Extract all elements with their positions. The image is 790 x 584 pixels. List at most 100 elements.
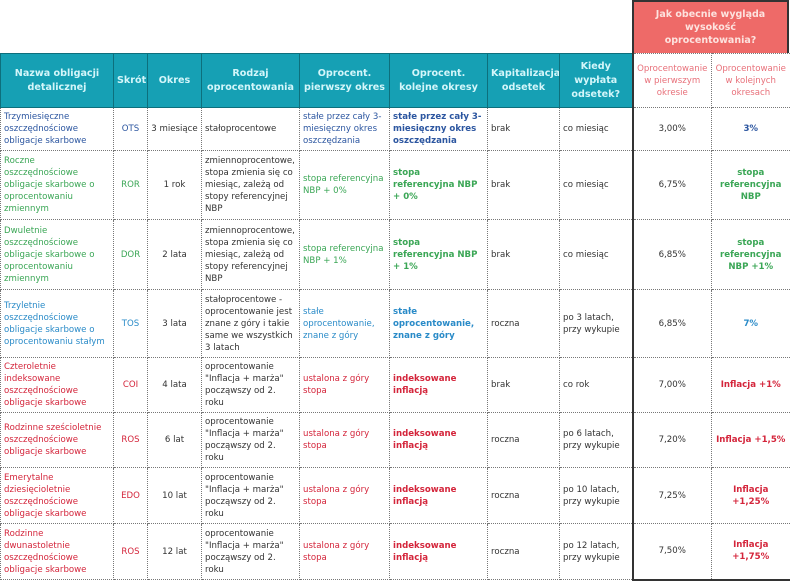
capitalization: brak bbox=[487, 357, 560, 413]
current-rates-header: Jak obecnie wygląda wysokość oprocentowa… bbox=[632, 0, 789, 53]
interest-type: oprocentowanie "Inflacja + marża" począw… bbox=[201, 523, 300, 580]
bond-name: Rodzinne dwunastoletnie oszczędnościowe … bbox=[0, 523, 114, 580]
current-first-rate: 3,00% bbox=[631, 107, 712, 151]
current-next-rate: Inflacja +1,5% bbox=[711, 412, 790, 468]
payout-timing: po 6 latach, przy wykupie bbox=[559, 412, 633, 468]
bond-period: 2 lata bbox=[147, 219, 202, 290]
bond-name: Trzyletnie oszczędnościowe obligacje ska… bbox=[0, 289, 114, 358]
bond-period: 12 lat bbox=[147, 523, 202, 580]
bond-name: Rodzinne sześcioletnie oszczędnościowe o… bbox=[0, 412, 114, 468]
current-first-rate: 7,50% bbox=[631, 523, 712, 581]
bond-name: Roczne oszczędnościowe obligacje skarbow… bbox=[0, 150, 114, 220]
bond-period: 3 lata bbox=[147, 289, 202, 358]
next-period-rate: stałe przez cały 3-miesięczny okres oszc… bbox=[389, 107, 488, 151]
current-first-rate: 6,85% bbox=[631, 289, 712, 358]
column-header: Oprocent. pierwszy okres bbox=[299, 53, 390, 108]
bond-period: 6 lat bbox=[147, 412, 202, 468]
column-header: Kapitalizacja odsetek bbox=[487, 53, 560, 108]
first-period-rate: ustalona z góry stopa bbox=[299, 467, 390, 524]
capitalization: brak bbox=[487, 150, 560, 220]
column-header: Rodzaj oprocentowania bbox=[201, 53, 300, 108]
first-period-rate: ustalona z góry stopa bbox=[299, 357, 390, 413]
bond-period: 4 lata bbox=[147, 357, 202, 413]
bond-code: OTS bbox=[113, 107, 148, 151]
interest-type: zmiennoprocentowe, stopa zmienia się co … bbox=[201, 150, 300, 220]
current-next-rate: stopa referencyjna NBP bbox=[711, 150, 790, 220]
bonds-table: Nazwa obligacji detalicznej Skrót Okres Rod… bbox=[0, 53, 790, 581]
interest-type: oprocentowanie "Inflacja + marża" począw… bbox=[201, 357, 300, 413]
bond-name: Dwuletnie oszczędnościowe obligacje skar… bbox=[0, 219, 114, 290]
current-first-rate: 7,00% bbox=[631, 357, 712, 413]
table-row: Emerytalne dziesięcioletnie oszczędności… bbox=[0, 467, 790, 524]
bond-period: 3 miesiące bbox=[147, 107, 202, 151]
bond-name: Czteroletnie indeksowane oszczędnościowe… bbox=[0, 357, 114, 413]
current-next-rate: stopa referencyjna NBP +1% bbox=[711, 219, 790, 290]
current-first-rate: 6,75% bbox=[631, 150, 712, 220]
table-row: Trzyletnie oszczędnościowe obligacje ska… bbox=[0, 289, 790, 358]
next-period-rate: stopa referencyjna NBP + 0% bbox=[389, 150, 488, 220]
column-header: Kiedy wypłata odsetek? bbox=[559, 53, 633, 108]
first-period-rate: ustalona z góry stopa bbox=[299, 412, 390, 468]
next-period-rate: stałe oprocentowanie, znane z góry bbox=[389, 289, 488, 358]
next-period-rate: indeksowane inflacją bbox=[389, 523, 488, 580]
capitalization: roczna bbox=[487, 523, 560, 580]
interest-type: stałoprocentowe bbox=[201, 107, 300, 151]
column-header: Skrót bbox=[113, 53, 148, 108]
interest-type: stałoprocentowe - oprocentowanie jest zn… bbox=[201, 289, 300, 358]
current-next-rate: 7% bbox=[711, 289, 790, 358]
bond-code: COI bbox=[113, 357, 148, 413]
first-period-rate: stopa referencyjna NBP + 1% bbox=[299, 219, 390, 290]
payout-timing: co miesiąc bbox=[559, 219, 633, 290]
interest-type: zmiennoprocentowe, stopa zmienia się co … bbox=[201, 219, 300, 290]
current-first-rate: 6,85% bbox=[631, 219, 712, 290]
table-row: Dwuletnie oszczędnościowe obligacje skar… bbox=[0, 219, 790, 290]
capitalization: brak bbox=[487, 219, 560, 290]
table-row: Czteroletnie indeksowane oszczędnościowe… bbox=[0, 357, 790, 413]
next-period-rate: stopa referencyjna NBP + 1% bbox=[389, 219, 488, 290]
table-row: Roczne oszczędnościowe obligacje skarbow… bbox=[0, 150, 790, 220]
next-period-rate: indeksowane inflacją bbox=[389, 412, 488, 468]
bond-code: EDO bbox=[113, 467, 148, 524]
bond-code: DOR bbox=[113, 219, 148, 290]
column-header: Okres bbox=[147, 53, 202, 108]
first-period-rate: stopa referencyjna NBP + 0% bbox=[299, 150, 390, 220]
next-period-rate: indeksowane inflacją bbox=[389, 357, 488, 413]
first-period-rate: ustalona z góry stopa bbox=[299, 523, 390, 580]
payout-timing: co miesiąc bbox=[559, 150, 633, 220]
bond-code: ROS bbox=[113, 523, 148, 580]
interest-type: oprocentowanie "Inflacja + marża" począw… bbox=[201, 412, 300, 468]
payout-timing: co rok bbox=[559, 357, 633, 413]
column-header: Oprocent. kolejne okresy bbox=[389, 53, 488, 108]
table-row: Trzymiesięczne oszczędnościowe obligacje… bbox=[0, 107, 790, 151]
current-first-rate: 7,20% bbox=[631, 412, 712, 468]
current-next-rate: Inflacja +1,75% bbox=[711, 523, 790, 581]
current-next-rate: 3% bbox=[711, 107, 790, 151]
bond-code: ROS bbox=[113, 412, 148, 468]
header-row: Nazwa obligacji detalicznej Skrót Okres Rod… bbox=[0, 53, 790, 108]
payout-timing: po 12 latach, przy wykupie bbox=[559, 523, 633, 580]
bond-period: 10 lat bbox=[147, 467, 202, 524]
capitalization: roczna bbox=[487, 289, 560, 358]
current-next-rate: Inflacja +1,25% bbox=[711, 467, 790, 524]
bond-period: 1 rok bbox=[147, 150, 202, 220]
first-period-rate: stałe oprocentowanie, znane z góry bbox=[299, 289, 390, 358]
current-first-rate: 7,25% bbox=[631, 467, 712, 524]
bond-name: Emerytalne dziesięcioletnie oszczędności… bbox=[0, 467, 114, 524]
column-header: Nazwa obligacji detalicznej bbox=[0, 53, 114, 108]
payout-timing: co miesiąc bbox=[559, 107, 633, 151]
bond-name: Trzymiesięczne oszczędnościowe obligacje… bbox=[0, 107, 114, 151]
table-row: Rodzinne dwunastoletnie oszczędnościowe … bbox=[0, 523, 790, 581]
column-header: Oprocentowanie w kolejnych okresach bbox=[711, 53, 790, 108]
payout-timing: po 3 latach, przy wykupie bbox=[559, 289, 633, 358]
column-header: Oprocentowanie w pierwszym okresie bbox=[631, 53, 712, 108]
current-next-rate: Inflacja +1% bbox=[711, 357, 790, 413]
bond-code: ROR bbox=[113, 150, 148, 220]
interest-type: oprocentowanie "Inflacja + marża" począw… bbox=[201, 467, 300, 524]
capitalization: roczna bbox=[487, 412, 560, 468]
first-period-rate: stałe przez cały 3-miesięczny okres oszc… bbox=[299, 107, 390, 151]
capitalization: roczna bbox=[487, 467, 560, 524]
next-period-rate: indeksowane inflacją bbox=[389, 467, 488, 524]
table-row: Rodzinne sześcioletnie oszczędnościowe o… bbox=[0, 412, 790, 468]
bond-code: TOS bbox=[113, 289, 148, 358]
payout-timing: po 10 latach, przy wykupie bbox=[559, 467, 633, 524]
